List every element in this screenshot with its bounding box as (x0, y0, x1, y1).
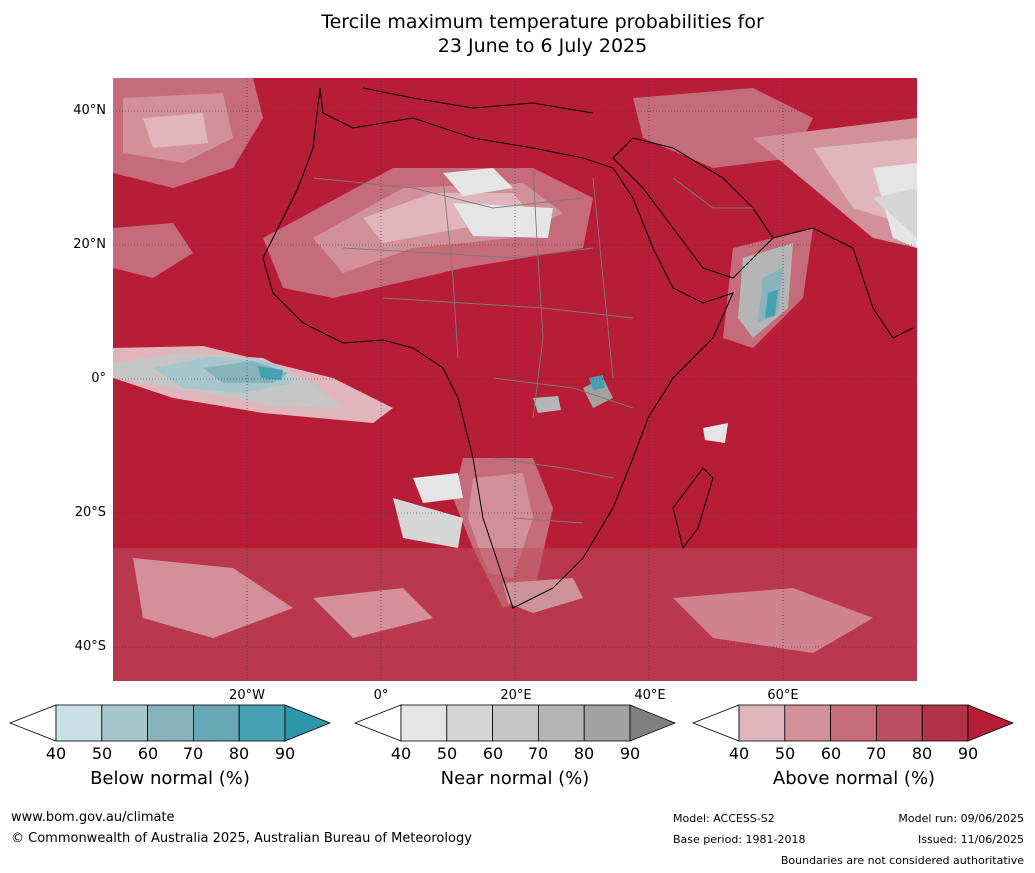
near-tick-40: 40 (390, 744, 412, 763)
above-tick-80: 80 (911, 744, 933, 763)
near-tick-60: 60 (482, 744, 504, 763)
footer-issued: Issued: 11/06/2025 (917, 833, 1024, 846)
near-tick-90: 90 (619, 744, 641, 763)
title-line-2: 23 June to 6 July 2025 (437, 35, 648, 57)
below-colorbar-segment (55, 704, 103, 742)
below-colorbar-high-extension (284, 704, 332, 742)
footer-model-run: Model run: 09/06/2025 (898, 812, 1024, 825)
below-colorbar-segment (147, 704, 194, 742)
colorbar-below-svg (8, 704, 332, 742)
lat-label-40s: 40°S (74, 639, 106, 654)
below-tick-70: 70 (182, 744, 204, 763)
near-tick-70: 70 (527, 744, 549, 763)
below-colorbar-segment (238, 704, 286, 742)
colorbar-near-svg (353, 704, 677, 742)
lon-label-20w: 20°W (229, 688, 265, 703)
near-tick-50: 50 (436, 744, 458, 763)
above-colorbar-segment (738, 704, 786, 742)
colorbar-above (691, 704, 1015, 742)
lon-label-60e: 60°E (767, 688, 799, 703)
probability-map (113, 78, 917, 681)
footer-url[interactable]: www.bom.gov.au/climate (11, 810, 175, 825)
above-normal-title: Above normal (%) (772, 768, 936, 789)
below-colorbar-low-extension (8, 704, 57, 742)
below-colorbar-segment (192, 704, 240, 742)
near-colorbar-segment (537, 704, 585, 742)
country-borders (312, 167, 753, 524)
near-colorbar-segment (400, 704, 448, 742)
above-colorbar-segment (875, 704, 923, 742)
below-tick-50: 50 (91, 744, 113, 763)
graticule (113, 78, 917, 681)
lat-label-20n: 20°N (73, 237, 106, 252)
colorbar-above-svg (691, 704, 1015, 742)
below-colorbar-segment (101, 704, 149, 742)
lon-label-40e: 40°E (634, 688, 666, 703)
below-tick-60: 60 (137, 744, 159, 763)
lat-label-20s: 20°S (74, 505, 106, 520)
above-tick-40: 40 (728, 744, 750, 763)
lon-label-20e: 20°E (500, 688, 532, 703)
near-colorbar-high-extension (629, 704, 677, 742)
lat-label-0: 0° (91, 371, 106, 386)
above-colorbar-segment (784, 704, 832, 742)
colorbar-near (353, 704, 677, 742)
above-colorbar-segment (921, 704, 969, 742)
lat-label-40n: 40°N (73, 103, 106, 118)
map-svg (113, 78, 917, 681)
near-colorbar-low-extension (353, 704, 402, 742)
above-colorbar-high-extension (967, 704, 1015, 742)
above-tick-70: 70 (865, 744, 887, 763)
below-tick-40: 40 (45, 744, 67, 763)
near-normal-title: Near normal (%) (440, 768, 590, 789)
coastlines (262, 87, 914, 609)
above-tick-90: 90 (957, 744, 979, 763)
footer-disclaimer: Boundaries are not considered authoritat… (780, 854, 1024, 867)
near-colorbar-segment (583, 704, 631, 742)
map-title: Tercile maximum temperature probabilitie… (0, 10, 1035, 58)
above-tick-60: 60 (820, 744, 842, 763)
near-colorbar-segment (492, 704, 539, 742)
below-tick-80: 80 (228, 744, 250, 763)
title-line-1: Tercile maximum temperature probabilitie… (321, 11, 764, 33)
lon-label-0: 0° (373, 688, 389, 703)
above-normal-shading (113, 78, 917, 681)
below-tick-90: 90 (274, 744, 296, 763)
above-colorbar-segment (830, 704, 877, 742)
colorbar-below (8, 704, 332, 742)
below-normal-title: Below normal (%) (90, 768, 250, 789)
footer-copyright: © Commonwealth of Australia 2025, Austra… (11, 831, 472, 846)
near-tick-80: 80 (573, 744, 595, 763)
footer-base-period: Base period: 1981-2018 (673, 833, 806, 846)
near-colorbar-segment (446, 704, 494, 742)
above-colorbar-low-extension (691, 704, 740, 742)
above-tick-50: 50 (774, 744, 796, 763)
footer-model: Model: ACCESS-S2 (673, 812, 775, 825)
